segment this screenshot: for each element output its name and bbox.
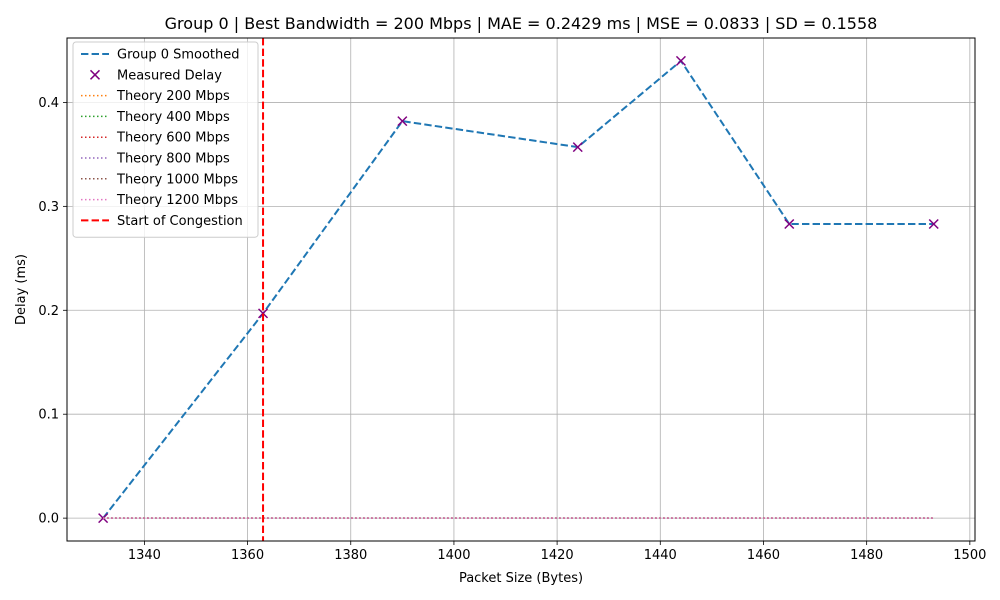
legend-swatch-measured-delay	[89, 69, 101, 80]
y-tick-label: 0.4	[38, 96, 59, 111]
ticks: 1340 1360 1380 1400 1420 1440 1460 1480 1500 0.0 0…	[38, 96, 986, 563]
y-tick-label: 0.0	[38, 512, 59, 527]
x-axis-label: Packet Size (Bytes)	[459, 571, 583, 586]
legend-label-group-0-smoothed: Group 0 Smoothed	[117, 48, 240, 63]
legend-label-theory-200-mbps: Theory 200 Mbps	[116, 89, 230, 104]
measured-delay-point	[258, 308, 269, 319]
legend-label-theory-800-mbps: Theory 800 Mbps	[116, 152, 230, 167]
x-tick-label: 1440	[644, 548, 677, 563]
x-tick-label: 1420	[541, 548, 574, 563]
x-tick-label: 1380	[334, 548, 367, 563]
measured-delay-point	[572, 142, 583, 153]
legend: Group 0 Smoothed Measured Delay Theory 200…	[72, 41, 259, 238]
legend-label-theory-400-mbps: Theory 400 Mbps	[116, 110, 230, 125]
x-tick-label: 1360	[231, 548, 264, 563]
y-tick-label: 0.1	[38, 408, 59, 423]
measured-delay-point	[784, 218, 795, 230]
x-tick-label: 1460	[747, 548, 780, 563]
x-tick-label: 1500	[953, 548, 986, 563]
measured-delay-point	[397, 116, 408, 127]
y-axis-label: Delay (ms)	[14, 254, 29, 325]
legend-label-theory-1000-mbps: Theory 1000 Mbps	[116, 172, 238, 187]
measured-delay-point	[675, 55, 686, 66]
x-tick-label: 1340	[128, 548, 161, 563]
x-tick-label: 1480	[850, 548, 883, 563]
legend-label-start-of-congestion: Start of Congestion	[117, 214, 243, 229]
legend-box	[72, 41, 259, 238]
y-tick-label: 0.2	[38, 304, 59, 319]
legend-label-theory-1200-mbps: Theory 1200 Mbps	[116, 193, 238, 208]
chart-title: Group 0 | Best Bandwidth = 200 Mbps | MA…	[165, 14, 878, 33]
x-tick-label: 1400	[437, 548, 470, 563]
plot-frame	[66, 37, 976, 542]
legend-label-measured-delay: Measured Delay	[117, 68, 222, 83]
y-tick-label: 0.3	[38, 200, 59, 215]
legend-label-theory-600-mbps: Theory 600 Mbps	[116, 131, 230, 146]
series-layer	[98, 38, 939, 541]
measured-delay-point	[928, 218, 939, 230]
